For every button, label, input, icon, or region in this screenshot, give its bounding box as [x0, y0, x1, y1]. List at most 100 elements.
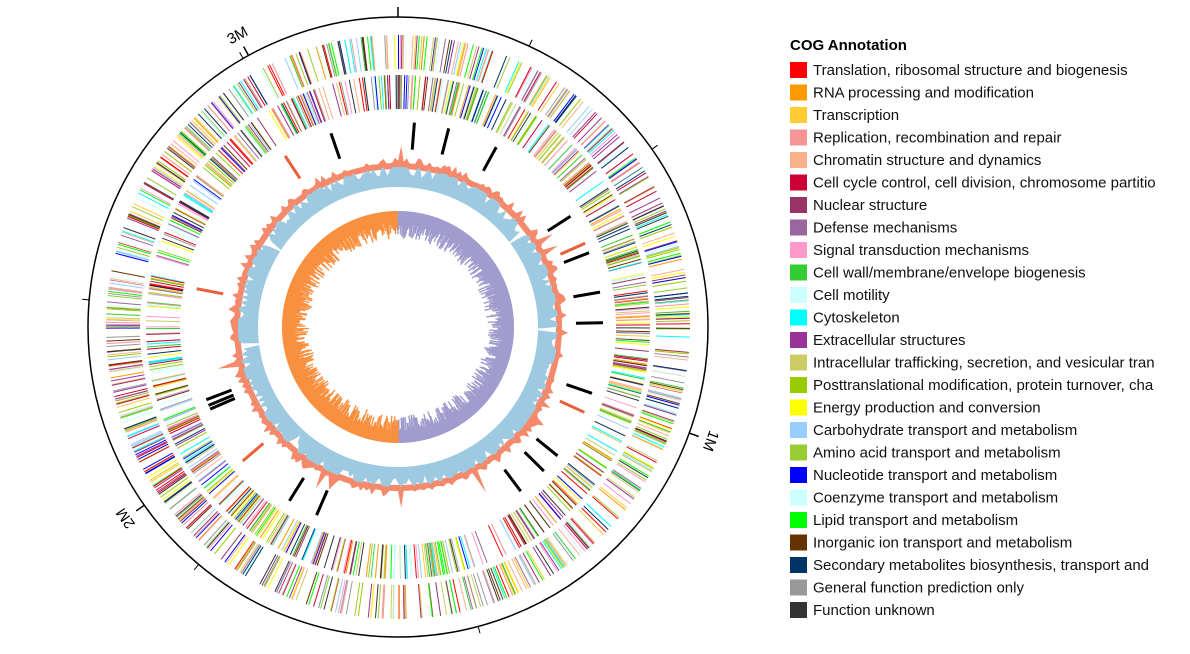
forward-cds: [566, 105, 590, 133]
forward-cds: [632, 432, 665, 448]
gc-skew: [336, 227, 353, 252]
gc-skew: [313, 395, 326, 408]
forward-cds: [149, 462, 179, 482]
forward-cds: [165, 482, 193, 504]
forward-cds: [118, 241, 152, 253]
scale-tick: [193, 564, 200, 571]
forward-cds: [115, 252, 149, 263]
forward-cds: [223, 92, 245, 121]
gc-skew: [441, 407, 454, 430]
gc-skew: [481, 270, 500, 282]
reverse-cds: [565, 465, 593, 489]
forward-cds: [109, 278, 144, 285]
reverse-cds: [582, 441, 613, 461]
gc-skew: [452, 233, 469, 255]
reverse-cds: [409, 75, 413, 110]
reverse-cds: [204, 164, 232, 188]
scale-tick: [135, 504, 145, 512]
gc-skew: [410, 414, 416, 442]
gc-skew: [309, 388, 327, 403]
reverse-cds: [534, 130, 557, 158]
forward-cds: [642, 232, 675, 245]
gc-skew: [457, 237, 474, 257]
gc-skew: [491, 306, 513, 312]
reverse-cds: [564, 466, 592, 490]
reverse-cds: [340, 81, 349, 115]
reverse-cds: [206, 162, 233, 186]
reverse-cds: [146, 339, 181, 343]
gc-skew: [303, 259, 325, 276]
gc-skew: [314, 393, 331, 409]
reverse-cds: [503, 106, 521, 137]
gc-skew: [283, 308, 301, 313]
gc-skew: [460, 408, 470, 420]
gc-skew: [291, 280, 304, 287]
gc-skew: [484, 287, 508, 297]
gc-skew: [408, 415, 413, 443]
gc-skew: [479, 369, 501, 383]
reverse-cds: [594, 420, 626, 437]
reverse-cds: [614, 347, 649, 352]
reverse-cds: [559, 157, 586, 182]
gc-skew: [326, 397, 343, 419]
forward-cds: [107, 292, 142, 298]
forward-cds: [654, 353, 689, 359]
reverse-cds: [548, 144, 573, 170]
gc-skew: [491, 323, 514, 326]
reverse-cds: [405, 544, 408, 579]
forward-cds: [106, 317, 141, 320]
gc-skew: [487, 366, 505, 375]
forward-cds: [529, 75, 548, 106]
forward-cds: [616, 463, 646, 483]
gc-skew: [314, 245, 335, 266]
reverse-cds: [332, 83, 342, 117]
forward-cds: [638, 221, 671, 235]
gc-skew: [368, 214, 376, 237]
gc-skew: [466, 396, 480, 411]
forward-cds: [117, 397, 151, 408]
gc-skew: [387, 211, 390, 226]
gc-skew: [486, 348, 511, 356]
reverse-cds: [562, 162, 590, 186]
gc-skew: [486, 275, 503, 285]
gc-skew: [491, 279, 505, 286]
gc-skew: [310, 249, 325, 263]
gc-skew: [471, 249, 486, 262]
reverse-cds: [148, 357, 183, 364]
reverse-cds: [615, 339, 650, 343]
forward-cds: [108, 360, 143, 367]
reverse-cds: [272, 107, 291, 138]
reverse-cds: [560, 159, 587, 183]
forward-cds: [546, 88, 568, 117]
forward-cds: [237, 82, 258, 112]
reverse-cds: [179, 201, 210, 219]
forward-cds: [241, 544, 261, 574]
gc-skew: [422, 426, 427, 440]
gc-skew: [367, 214, 376, 240]
forward-cds: [447, 40, 455, 74]
reverse-cds: [514, 113, 534, 144]
gc-skew: [315, 244, 335, 264]
reverse-cds: [436, 541, 444, 575]
gc-skew: [413, 212, 419, 234]
gc-skew: [302, 259, 325, 277]
reverse-cds: [151, 275, 185, 284]
reverse-cds: [615, 332, 650, 334]
forward-cds: [420, 36, 425, 71]
legend-label: Defense mechanisms: [813, 219, 957, 236]
reverse-cds: [553, 150, 579, 176]
reverse-cds: [220, 147, 245, 173]
gc-skew: [479, 385, 493, 396]
forward-cds: [145, 455, 175, 474]
forward-cds: [168, 145, 196, 168]
forward-cds: [118, 241, 152, 253]
forward-cds: [402, 584, 405, 619]
gc-skew: [499, 308, 513, 312]
gc-skew: [484, 379, 498, 389]
gc-skew: [463, 241, 478, 257]
gc-skew: [410, 418, 415, 442]
gc-skew: [283, 342, 309, 349]
gc-skew: [337, 408, 350, 427]
gc-skew: [498, 314, 514, 318]
reverse-cds: [611, 370, 645, 379]
